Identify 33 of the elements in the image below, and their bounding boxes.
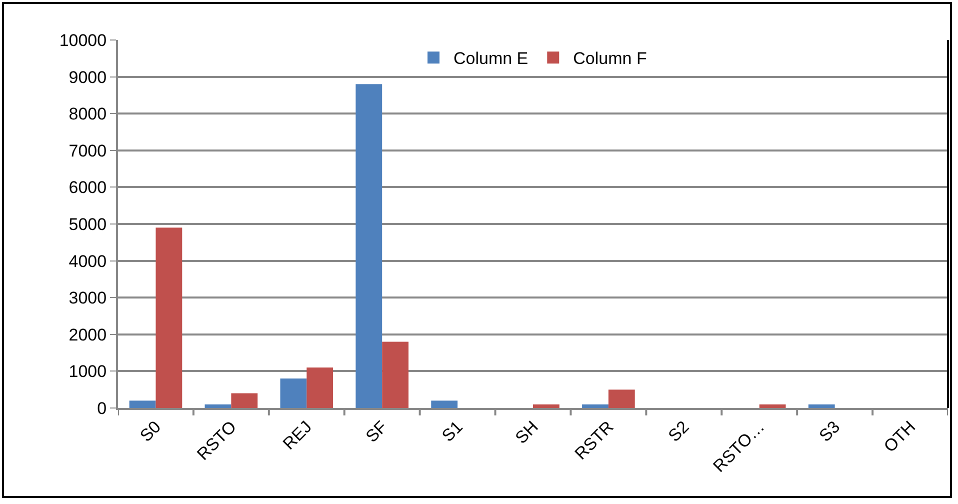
x-tick-label: SH [512,417,542,448]
x-tick-label: S3 [816,417,844,446]
bar [431,400,458,408]
bar [582,404,608,408]
bar [231,393,258,408]
bar [306,368,334,408]
bar [156,228,182,408]
y-tick-label: 4000 [68,252,107,271]
y-tick-label: 10000 [59,30,107,50]
y-tick-label: 6000 [68,178,107,198]
bar [808,404,835,408]
bar [608,390,635,408]
bar [129,400,156,408]
y-tick-label: 8000 [68,104,107,124]
y-tick-label: 0 [97,398,107,418]
bar [382,342,408,408]
x-tick-label: S1 [438,417,466,446]
bar [356,84,382,408]
x-tick-label: S0 [136,417,165,446]
y-tick-label: 5000 [68,214,107,234]
x-tick-label: S2 [664,417,693,446]
legend-label: Column F [573,49,647,68]
bar [759,404,786,408]
bar [533,404,560,408]
y-tick-label: 2000 [68,325,107,344]
y-tick-label: 3000 [68,288,107,308]
bar [280,378,307,408]
y-tick-label: 1000 [68,362,107,382]
legend-label: Column E [454,49,528,68]
x-tick-label: SF [362,417,391,446]
y-tick-label: 7000 [68,141,107,160]
bar [204,404,232,408]
y-tick-label: 9000 [68,68,107,87]
